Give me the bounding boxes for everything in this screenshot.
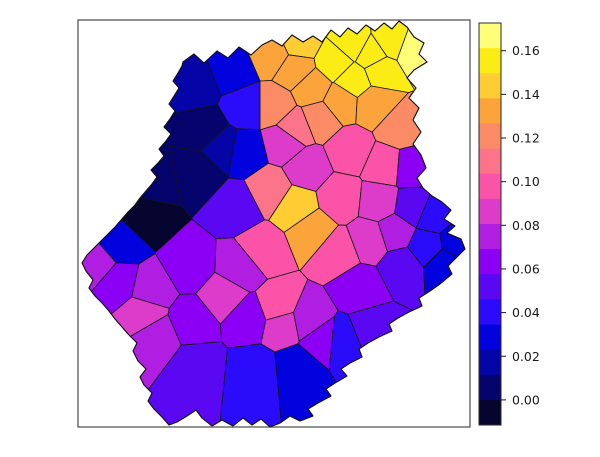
basin-outline [81, 20, 466, 428]
map-region [219, 343, 282, 428]
legend-color-segment [479, 173, 501, 200]
legend-tick-label: 0.06 [512, 261, 540, 276]
legend-tick-label: 0.00 [512, 392, 540, 407]
legend-color-segment [479, 198, 501, 225]
legend-tick-label: 0.12 [512, 131, 540, 146]
legend-color-segment [479, 324, 501, 351]
legend-tick-label: 0.10 [512, 174, 540, 189]
legend-tick-label: 0.16 [512, 43, 540, 58]
legend-color-segment [479, 148, 501, 175]
legend-color-segment [479, 349, 501, 376]
legend-color-segment [479, 23, 501, 49]
legend-color-segment [479, 48, 501, 74]
legend-color-segment [479, 123, 501, 150]
legend-tick-label: 0.14 [512, 87, 540, 102]
legend-color-segment [479, 274, 501, 300]
legend-color-segment [479, 299, 501, 325]
map-region [214, 237, 268, 293]
map-region [167, 293, 222, 346]
legend-color-segment [479, 224, 501, 250]
legend-border [478, 22, 502, 426]
legend-tick-label: 0.08 [512, 218, 540, 233]
legend-color-segment [479, 374, 501, 401]
legend-color-segment [479, 249, 501, 275]
legend-color-segment [479, 73, 501, 99]
legend-tick-label: 0.02 [512, 349, 540, 364]
map-region [217, 80, 261, 131]
legend-color-segment [479, 399, 501, 426]
legend-color-segment [479, 98, 501, 124]
legend-tick-label: 0.04 [512, 305, 540, 320]
